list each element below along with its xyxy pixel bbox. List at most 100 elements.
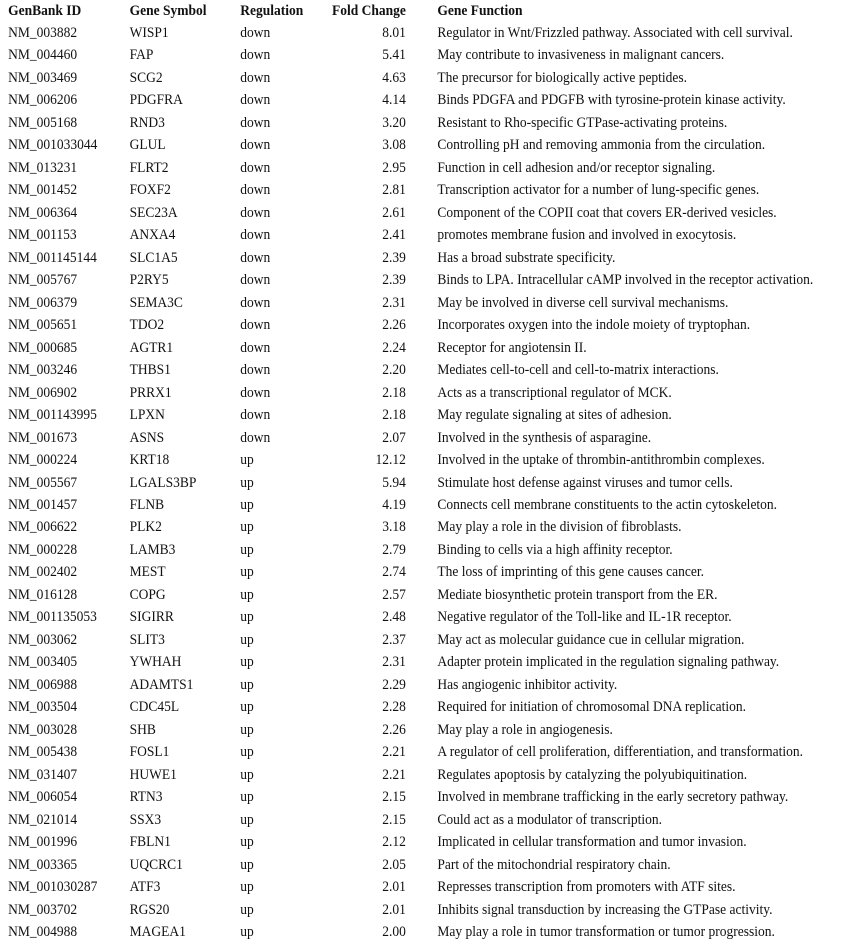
- cell-gene-function: May play a role in the division of fibro…: [437, 519, 682, 536]
- cell-gene-function: Stimulate host defense against viruses a…: [437, 474, 733, 491]
- cell-gene-symbol: COPG: [129, 586, 166, 603]
- cell-fold-change: 2.07: [382, 429, 406, 446]
- cell-regulation: down: [240, 362, 271, 379]
- cell-gene-symbol: WISP1: [129, 25, 169, 41]
- cell-genbank-id: NM_003882: [8, 25, 78, 41]
- cell-gene-function: May regulate signaling at sites of adhes…: [437, 407, 672, 424]
- cell-genbank-id: NM_006364: [8, 204, 78, 221]
- cell-genbank-id: NM_005438: [8, 744, 78, 761]
- cell-gene-function: Adapter protein implicated in the regula…: [437, 654, 780, 671]
- cell-gene-function: Involved in the uptake of thrombin-antit…: [437, 452, 765, 469]
- cell-genbank-id: NM_003028: [8, 721, 78, 738]
- cell-gene-symbol: YWHAH: [129, 654, 182, 671]
- cell-gene-function: Has angiogenic inhibitor activity.: [437, 676, 618, 693]
- cell-gene-function: May be involved in diverse cell survival…: [437, 294, 729, 311]
- cell-regulation: up: [240, 586, 254, 603]
- cell-regulation: down: [240, 227, 271, 244]
- table-header: GenBank ID Gene Symbol Regulation Fold C…: [0, 0, 848, 22]
- cell-gene-symbol: PDGFRA: [129, 92, 183, 109]
- cell-regulation: down: [240, 92, 271, 109]
- cell-genbank-id: NM_013231: [8, 159, 78, 176]
- header-gene-function: Gene Function: [437, 3, 523, 19]
- cell-regulation: down: [240, 47, 271, 64]
- cell-genbank-id: NM_001452: [8, 182, 78, 199]
- cell-gene-symbol: TDO2: [129, 317, 165, 334]
- table-row: NM_001673 ASNS down 2.07 Involved in the syn…: [0, 427, 848, 449]
- cell-gene-symbol: CDC45L: [129, 699, 180, 716]
- table-row: NM_003504 CDC45L up 2.28 Required for initia…: [0, 696, 848, 718]
- header-gene-symbol: Gene Symbol: [129, 3, 207, 19]
- cell-genbank-id: NM_006622: [8, 519, 78, 536]
- cell-regulation: up: [240, 856, 254, 873]
- cell-gene-function: Incorporates oxygen into the indole moie…: [437, 317, 751, 334]
- cell-gene-symbol: ASNS: [129, 429, 165, 446]
- cell-fold-change: 2.05: [382, 856, 406, 873]
- cell-genbank-id: NM_003405: [8, 654, 78, 671]
- cell-fold-change: 2.37: [382, 631, 406, 648]
- cell-gene-function: Regulator in Wnt/Frizzled pathway. Assoc…: [437, 25, 793, 41]
- header-fold-change: Fold Change: [332, 3, 406, 19]
- cell-genbank-id: NM_001143995: [8, 407, 97, 424]
- cell-gene-function: Resistant to Rho-specific GTPase-activat…: [437, 114, 728, 131]
- cell-genbank-id: NM_001996: [8, 834, 78, 851]
- cell-gene-function: May act as molecular guidance cue in cel…: [437, 631, 745, 648]
- cell-fold-change: 2.21: [382, 744, 406, 761]
- cell-regulation: up: [240, 654, 254, 671]
- cell-gene-symbol: SSX3: [129, 811, 162, 828]
- cell-gene-symbol: SCG2: [129, 69, 163, 86]
- cell-fold-change: 3.08: [382, 137, 406, 154]
- table-row: NM_021014 SSX3 up 2.15 Could act as a modula…: [0, 809, 848, 831]
- cell-gene-symbol: FLNB: [129, 496, 165, 513]
- cell-gene-function: Mediate biosynthetic protein transport f…: [437, 586, 718, 603]
- cell-fold-change: 2.74: [382, 564, 406, 581]
- cell-gene-function: Controlling pH and removing ammonia from…: [437, 137, 766, 154]
- cell-gene-function: May play a role in tumor transformation …: [437, 924, 775, 940]
- cell-gene-symbol: LAMB3: [129, 541, 176, 558]
- cell-gene-symbol: SLC1A5: [129, 249, 178, 266]
- cell-gene-symbol: ANXA4: [129, 227, 176, 244]
- table-row: NM_003062 SLIT3 up 2.37 May act as molecular…: [0, 629, 848, 651]
- cell-regulation: up: [240, 879, 254, 896]
- table-row: NM_001153 ANXA4 down 2.41 promotes membrane …: [0, 224, 848, 246]
- table-row: NM_000228 LAMB3 up 2.79 Binding to cells via…: [0, 539, 848, 561]
- cell-fold-change: 3.18: [382, 519, 406, 536]
- cell-fold-change: 2.61: [382, 204, 406, 221]
- table-row: NM_000224 KRT18 up 12.12 Involved in the upt…: [0, 449, 848, 471]
- cell-regulation: up: [240, 834, 254, 851]
- cell-genbank-id: NM_001033044: [8, 137, 98, 154]
- table-row: NM_003028 SHB up 2.26 May play a role in ang…: [0, 719, 848, 741]
- cell-fold-change: 2.29: [382, 676, 406, 693]
- cell-gene-function: Transcription activator for a number of …: [437, 182, 760, 199]
- cell-gene-symbol: P2RY5: [129, 272, 169, 289]
- table-row: NM_000685 AGTR1 down 2.24 Receptor for angio…: [0, 337, 848, 359]
- cell-fold-change: 2.31: [382, 654, 406, 671]
- cell-fold-change: 2.12: [382, 834, 406, 851]
- table-row: NM_004988 MAGEA1 up 2.00 May play a role in …: [0, 921, 848, 943]
- cell-regulation: up: [240, 452, 254, 469]
- table-row: NM_003469 SCG2 down 4.63 The precursor for b…: [0, 67, 848, 89]
- cell-genbank-id: NM_005567: [8, 474, 78, 491]
- cell-gene-function: Mediates cell-to-cell and cell-to-matrix…: [437, 362, 719, 379]
- table-row: NM_001143995 LPXN down 2.18 May regulate sig…: [0, 404, 848, 426]
- table-row: NM_003365 UQCRC1 up 2.05 Part of the mitocho…: [0, 854, 848, 876]
- cell-gene-symbol: ATF3: [129, 879, 161, 896]
- cell-fold-change: 5.94: [382, 474, 406, 491]
- cell-genbank-id: NM_021014: [8, 811, 78, 828]
- cell-gene-function: The loss of imprinting of this gene caus…: [437, 564, 704, 581]
- cell-fold-change: 2.18: [382, 384, 406, 401]
- table-row: NM_002402 MEST up 2.74 The loss of imprintin…: [0, 561, 848, 583]
- table-row: NM_003246 THBS1 down 2.20 Mediates cell-to-c…: [0, 359, 848, 381]
- cell-gene-function: Has a broad substrate specificity.: [437, 249, 616, 266]
- cell-fold-change: 3.20: [382, 114, 406, 131]
- cell-genbank-id: NM_006206: [8, 92, 78, 109]
- cell-fold-change: 4.14: [382, 92, 406, 109]
- cell-fold-change: 2.20: [382, 362, 406, 379]
- cell-genbank-id: NM_006902: [8, 384, 78, 401]
- cell-genbank-id: NM_004988: [8, 924, 78, 940]
- cell-regulation: down: [240, 407, 271, 424]
- cell-fold-change: 2.79: [382, 541, 406, 558]
- cell-regulation: up: [240, 721, 254, 738]
- cell-genbank-id: NM_001145144: [8, 249, 97, 266]
- cell-gene-symbol: AGTR1: [129, 339, 174, 356]
- cell-regulation: up: [240, 631, 254, 648]
